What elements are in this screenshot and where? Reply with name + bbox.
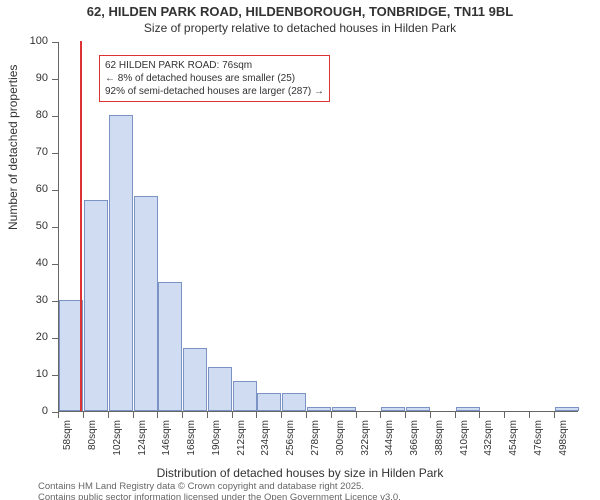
histogram-bar xyxy=(134,196,158,411)
annotation-line: 62 HILDEN PARK ROAD: 76sqm xyxy=(105,59,324,72)
y-tick xyxy=(52,42,58,43)
x-tick-label: 234sqm xyxy=(260,420,271,480)
y-tick xyxy=(52,227,58,228)
x-tick xyxy=(405,412,406,418)
y-tick xyxy=(52,116,58,117)
x-tick-label: 410sqm xyxy=(459,420,470,480)
x-tick-label: 300sqm xyxy=(335,420,346,480)
x-tick-label: 212sqm xyxy=(236,420,247,480)
x-tick-label: 124sqm xyxy=(137,420,148,480)
histogram-bar xyxy=(555,407,579,411)
y-tick-label: 90 xyxy=(20,72,48,84)
y-tick-label: 80 xyxy=(20,109,48,121)
y-tick-label: 70 xyxy=(20,146,48,158)
x-tick xyxy=(504,412,505,418)
histogram-bar xyxy=(332,407,356,411)
x-tick xyxy=(331,412,332,418)
histogram-bar xyxy=(84,200,108,411)
x-tick xyxy=(256,412,257,418)
y-tick-label: 100 xyxy=(20,35,48,47)
x-tick-label: 146sqm xyxy=(161,420,172,480)
x-tick-label: 102sqm xyxy=(112,420,123,480)
histogram-plot: 62 HILDEN PARK ROAD: 76sqm← 8% of detach… xyxy=(58,42,578,412)
x-tick xyxy=(356,412,357,418)
histogram-bar xyxy=(233,381,257,411)
y-tick xyxy=(52,264,58,265)
y-tick xyxy=(52,412,58,413)
x-tick-label: 256sqm xyxy=(285,420,296,480)
x-tick-label: 476sqm xyxy=(533,420,544,480)
y-axis-label: Number of detached properties xyxy=(6,65,20,230)
histogram-bar xyxy=(183,348,207,411)
histogram-bar xyxy=(208,367,232,411)
x-tick xyxy=(207,412,208,418)
histogram-bar xyxy=(456,407,480,411)
x-tick-label: 322sqm xyxy=(360,420,371,480)
reference-line xyxy=(80,41,82,411)
x-tick xyxy=(380,412,381,418)
x-tick xyxy=(108,412,109,418)
histogram-bar xyxy=(158,282,182,412)
histogram-bar xyxy=(307,407,331,411)
y-tick xyxy=(52,338,58,339)
title-sub: Size of property relative to detached ho… xyxy=(0,21,600,35)
annotation-line: ← 8% of detached houses are smaller (25) xyxy=(105,72,324,85)
x-tick-label: 278sqm xyxy=(310,420,321,480)
x-tick xyxy=(83,412,84,418)
x-tick xyxy=(430,412,431,418)
y-tick-label: 50 xyxy=(20,220,48,232)
footer-line-1: Contains HM Land Registry data © Crown c… xyxy=(38,481,364,492)
histogram-bar xyxy=(406,407,430,411)
x-tick xyxy=(281,412,282,418)
x-tick xyxy=(157,412,158,418)
y-tick-label: 60 xyxy=(20,183,48,195)
y-tick-label: 20 xyxy=(20,331,48,343)
y-tick xyxy=(52,190,58,191)
x-tick-label: 168sqm xyxy=(186,420,197,480)
histogram-bar xyxy=(381,407,405,411)
x-tick-label: 498sqm xyxy=(558,420,569,480)
histogram-bar xyxy=(282,393,306,412)
x-tick xyxy=(554,412,555,418)
y-tick xyxy=(52,153,58,154)
y-tick-label: 30 xyxy=(20,294,48,306)
y-tick xyxy=(52,375,58,376)
x-tick-label: 80sqm xyxy=(87,420,98,480)
histogram-bar xyxy=(257,393,281,412)
x-tick-label: 388sqm xyxy=(434,420,445,480)
annotation-line: 92% of semi-detached houses are larger (… xyxy=(105,85,324,98)
footer-line-2: Contains public sector information licen… xyxy=(38,492,401,500)
x-tick xyxy=(133,412,134,418)
annotation-box: 62 HILDEN PARK ROAD: 76sqm← 8% of detach… xyxy=(99,55,330,102)
x-tick-label: 190sqm xyxy=(211,420,222,480)
x-tick-label: 58sqm xyxy=(62,420,73,480)
x-tick xyxy=(455,412,456,418)
x-tick-label: 344sqm xyxy=(384,420,395,480)
x-tick-label: 454sqm xyxy=(508,420,519,480)
x-tick-label: 432sqm xyxy=(483,420,494,480)
x-tick xyxy=(306,412,307,418)
x-tick xyxy=(58,412,59,418)
title-main: 62, HILDEN PARK ROAD, HILDENBOROUGH, TON… xyxy=(0,4,600,19)
y-tick xyxy=(52,79,58,80)
histogram-bar xyxy=(109,115,133,411)
y-tick-label: 0 xyxy=(20,405,48,417)
x-tick-label: 366sqm xyxy=(409,420,420,480)
y-tick xyxy=(52,301,58,302)
x-tick xyxy=(479,412,480,418)
x-tick xyxy=(182,412,183,418)
y-tick-label: 40 xyxy=(20,257,48,269)
x-tick xyxy=(529,412,530,418)
x-tick xyxy=(232,412,233,418)
y-tick-label: 10 xyxy=(20,368,48,380)
